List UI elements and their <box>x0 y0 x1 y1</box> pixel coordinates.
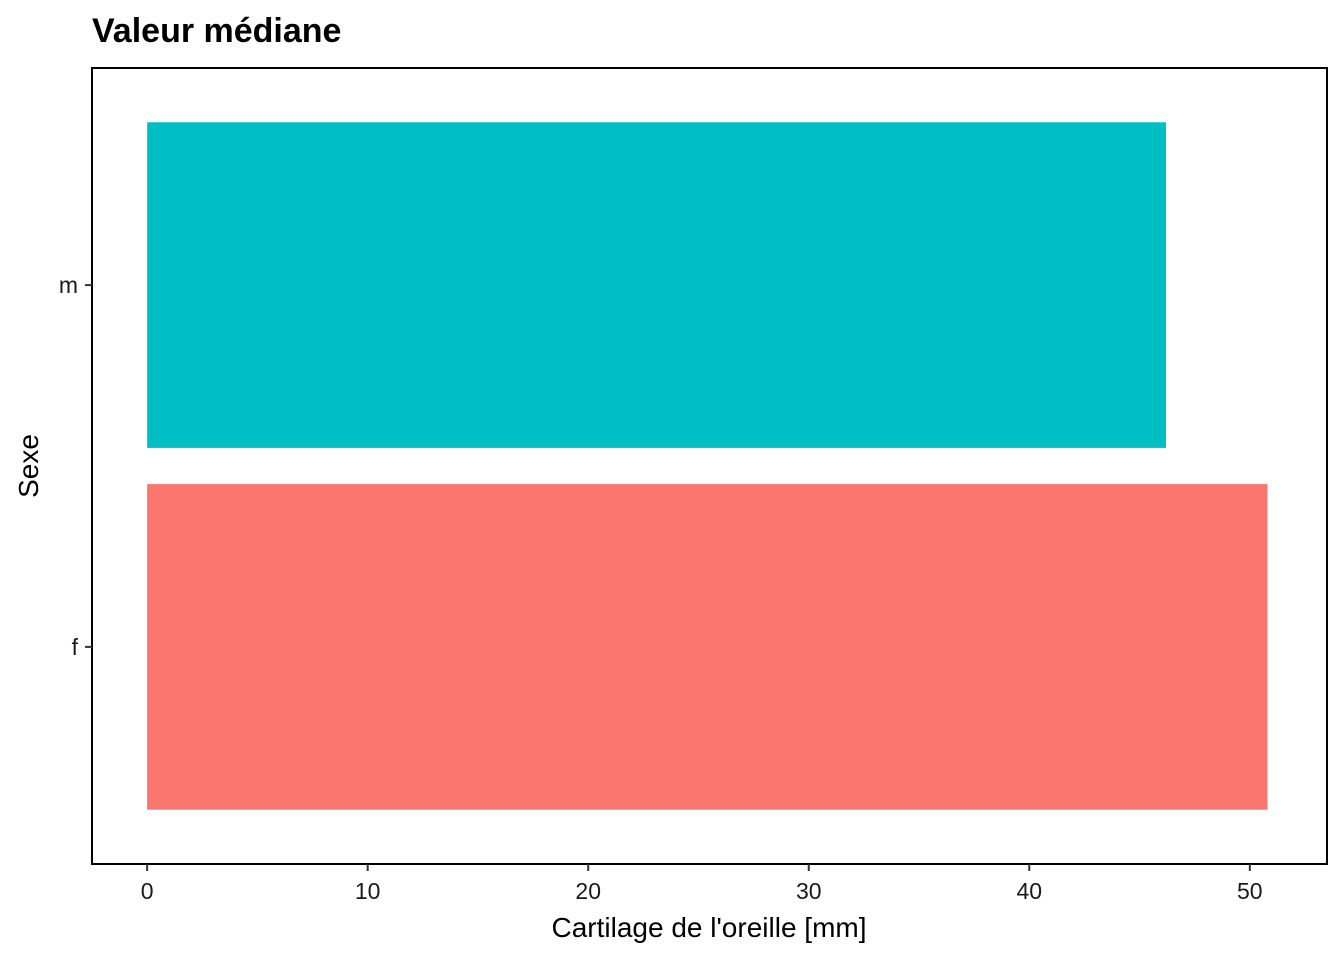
x-tick-label-10: 10 <box>355 878 381 904</box>
y-axis: fm <box>59 272 92 660</box>
y-axis-title: Sexe <box>13 434 44 498</box>
x-tick-label-20: 20 <box>575 878 601 904</box>
y-tick-label-f: f <box>72 634 79 660</box>
x-tick-label-30: 30 <box>796 878 822 904</box>
x-tick-label-0: 0 <box>141 878 154 904</box>
bar-f <box>147 484 1268 810</box>
x-tick-label-50: 50 <box>1237 878 1263 904</box>
chart-title: Valeur médiane <box>92 12 341 50</box>
bar-m <box>147 122 1167 448</box>
x-axis: 0 10 20 30 40 50 <box>141 864 1263 904</box>
y-tick-label-m: m <box>59 272 78 298</box>
x-tick-label-40: 40 <box>1016 878 1042 904</box>
x-axis-title: Cartilage de l'oreille [mm] <box>551 912 866 943</box>
bars-layer <box>147 122 1268 810</box>
